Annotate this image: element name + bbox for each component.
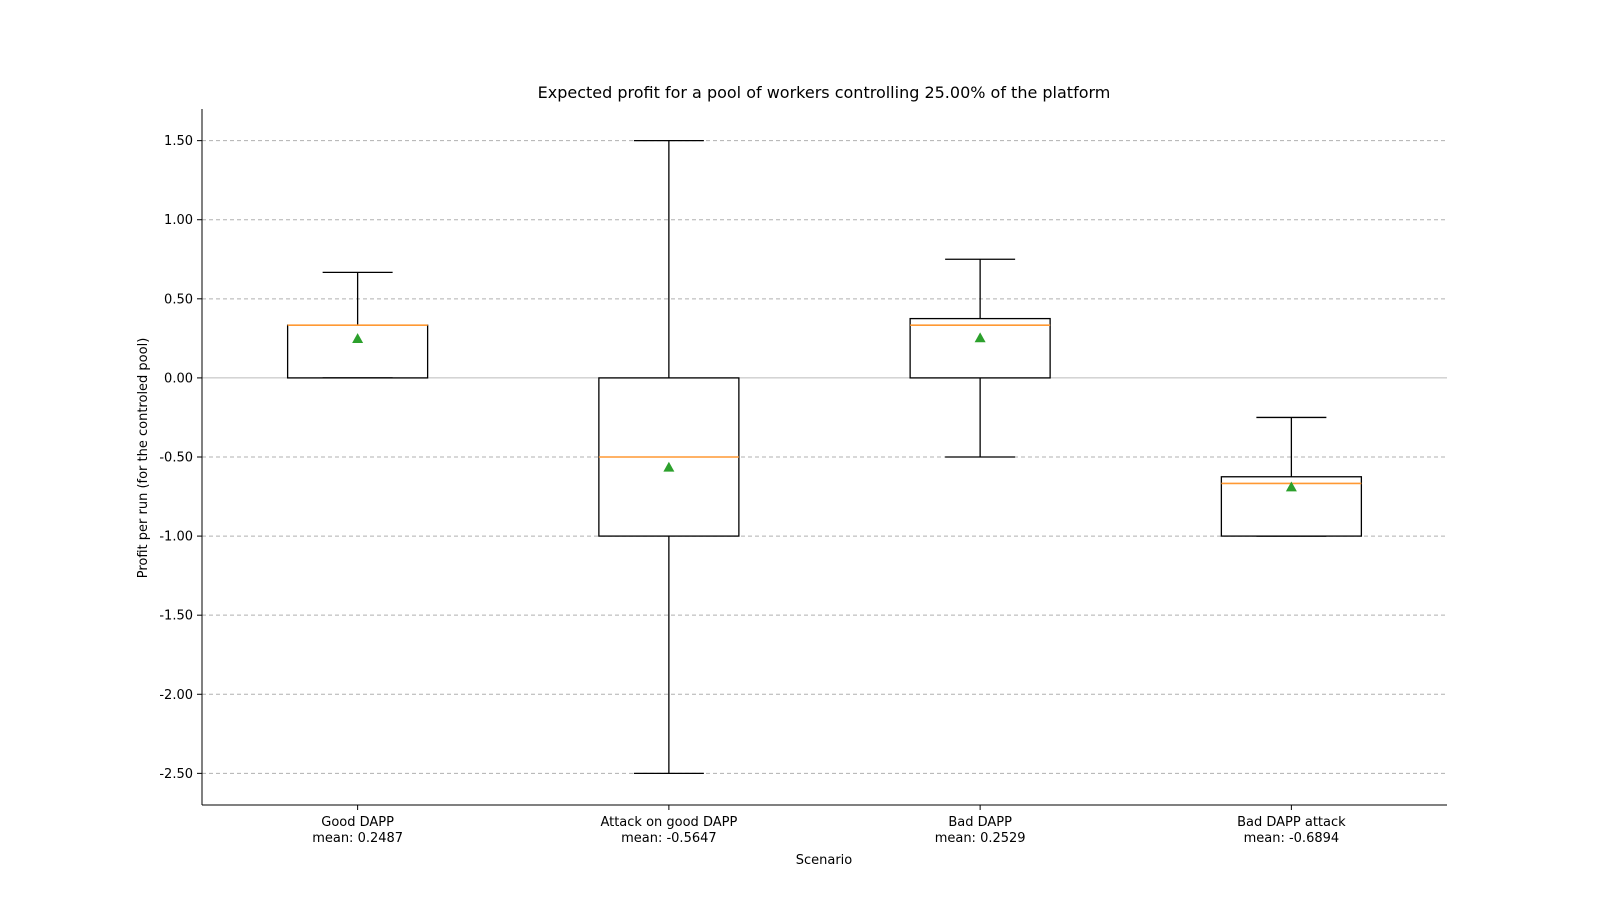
category-label: Good DAPP	[321, 815, 394, 830]
y-tick-label: -1.00	[159, 530, 193, 545]
y-axis-ticks: 1.50 1.00 0.50 0.00 -0.50 -1.00 -1.50 -2.00 -2.5…	[159, 134, 202, 782]
y-tick-label: 1.50	[164, 134, 193, 149]
mean-label: mean: 0.2487	[312, 831, 403, 846]
mean-marker	[352, 333, 364, 343]
mean-label: mean: 0.2529	[935, 831, 1026, 846]
y-tick-label: -0.50	[159, 451, 193, 466]
mean-label: mean: -0.5647	[621, 831, 717, 846]
box-bad-dapp-attack	[1220, 416, 1363, 537]
iqr-box	[1220, 476, 1363, 537]
box-attack-on-good-dapp	[598, 139, 740, 775]
y-tick-label: -1.50	[159, 609, 193, 624]
boxes	[286, 139, 1363, 775]
mean-marker	[974, 332, 986, 343]
mean-label: mean: -0.6894	[1244, 831, 1340, 846]
category-label: Bad DAPP	[948, 815, 1012, 830]
x-axis-label: Scenario	[796, 853, 853, 868]
grid-lines	[202, 140, 1447, 774]
box-bad-dapp	[909, 258, 1051, 458]
y-tick-label: 0.00	[164, 371, 193, 386]
mean-marker	[663, 461, 675, 472]
y-tick-label: 1.00	[164, 213, 193, 228]
category-label: Attack on good DAPP	[600, 815, 737, 830]
category-label: Bad DAPP attack	[1237, 815, 1346, 830]
iqr-box	[909, 317, 1051, 379]
y-tick-label: 0.50	[164, 292, 193, 307]
box-good-dapp	[286, 271, 429, 379]
chart-title: Expected profit for a pool of workers co…	[538, 83, 1111, 102]
mean-marker	[1285, 481, 1297, 492]
y-axis-label: Profit per run (for the controled pool)	[136, 338, 151, 579]
y-tick-label: -2.00	[159, 688, 193, 703]
y-tick-label: -2.50	[159, 767, 193, 782]
